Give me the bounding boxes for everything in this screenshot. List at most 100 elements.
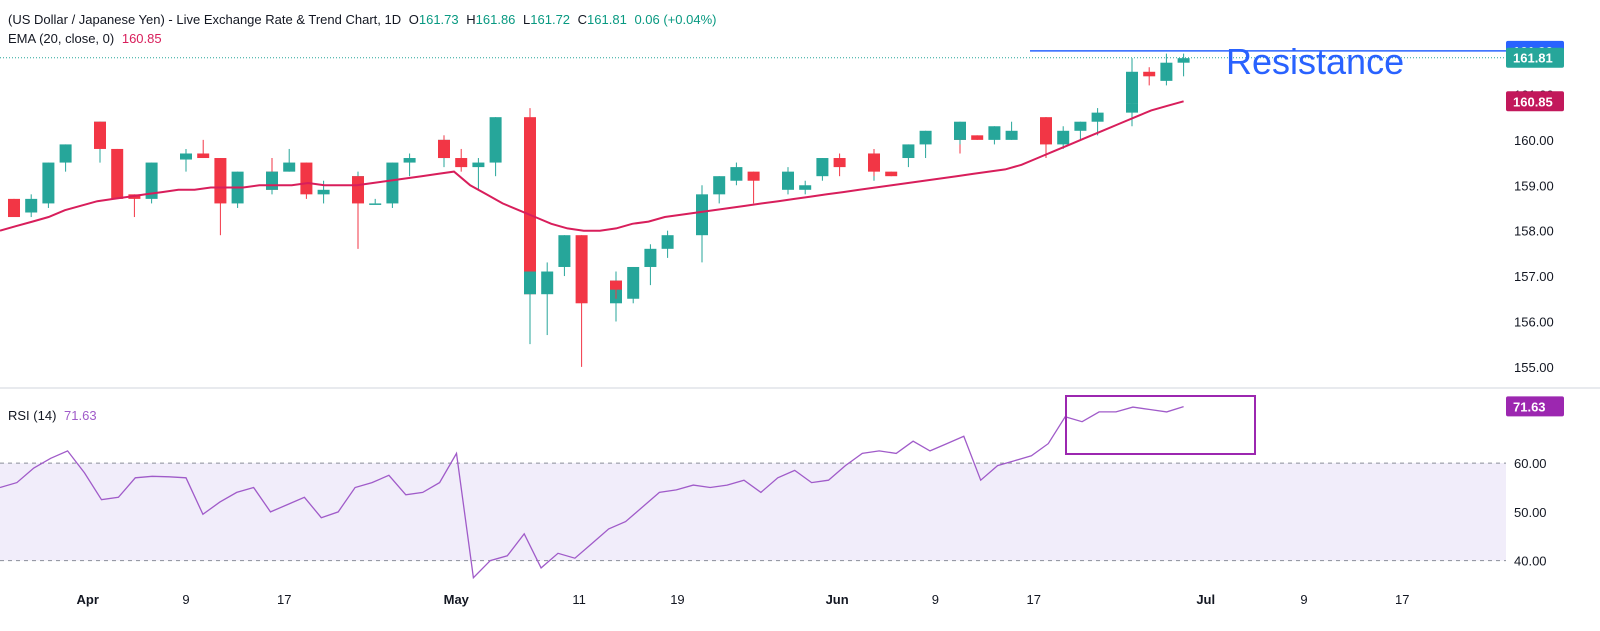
candle-body [266,171,278,190]
rsi-tick-label: 60.00 [1514,456,1547,471]
ema-value: 160.85 [121,31,162,46]
time-tick-label: 19 [670,592,684,607]
candle-body [575,235,588,304]
price-tick-label: 157.00 [1514,269,1554,284]
symbol-title: (US Dollar / Japanese Yen) - Live Exchan… [8,12,402,27]
candle-body [197,153,210,159]
candle-body [283,162,296,172]
high-value: 161.86 [475,12,516,27]
candle-body [954,121,966,140]
candle-body [1091,112,1104,122]
candle-body [1057,130,1070,145]
low-label: L [523,12,531,27]
candle-body [94,121,106,149]
candle-body [1143,71,1156,77]
price-tick-label: 160.00 [1514,133,1554,148]
candle-body [1126,71,1138,104]
candle-body [713,176,726,195]
rsi-highlight-box [1065,395,1256,455]
ema-label: EMA (20, close, 0) [8,31,115,46]
price-axis: 155.00156.00157.00158.00159.00160.00161.… [1514,87,1554,374]
candle-body [403,158,416,163]
candle-body [472,162,485,168]
candle-body [25,198,38,213]
candle-body [610,280,622,290]
candle-body [799,185,812,190]
candle-body [816,158,829,177]
last-price-tag-box [1506,47,1564,68]
time-tick-label: 17 [1026,592,1040,607]
candle-body [352,176,364,204]
candle-body [833,158,846,168]
price-legend: (US Dollar / Japanese Yen) - Live Exchan… [8,12,720,27]
rsi-tick-label: 50.00 [1514,505,1547,520]
time-tick-label: 17 [1395,592,1409,607]
candle-body [145,162,158,199]
candle-body [661,235,674,249]
time-tick-label: 9 [1300,592,1307,607]
candle-body [627,266,640,299]
candle-body [868,153,880,172]
close-label: C [577,12,588,27]
price-tick-label: 158.00 [1514,224,1554,239]
rsi-tick-label: 40.00 [1514,554,1547,569]
candle-body [644,248,657,267]
change-value: 0.06 (+0.04%) [634,12,717,27]
price-tick-label: 159.00 [1514,178,1554,193]
candle-body [300,162,313,195]
candle-body [885,171,898,177]
ema-tag-box [1506,91,1564,112]
rsi-value: 71.63 [64,408,97,423]
candle-body [1177,58,1190,63]
candle-body [1040,117,1052,145]
time-tick-label: Jul [1196,592,1215,607]
ema-legend: EMA (20, close, 0) 160.85 [8,31,166,46]
ema-tag-text: 160.85 [1513,94,1553,109]
candle-body [782,171,794,190]
candle-body [1074,121,1087,131]
low-value: 161.72 [530,12,571,27]
candle-body [524,271,536,295]
open-value: 161.73 [418,12,459,27]
time-tick-label: 9 [932,592,939,607]
time-tick-label: Apr [77,592,99,607]
candle-body [902,144,915,159]
rsi-line [0,405,1184,580]
candle-body [747,171,760,181]
high-label: H [466,12,476,27]
candle-body [386,162,399,204]
time-tick-label: Jun [826,592,849,607]
rsi-tag-text: 71.63 [1513,399,1546,414]
time-axis: Apr 9 17 May 11 19 Jun 9 17 Jul 9 17 [77,592,1410,607]
time-tick-label: May [444,592,470,607]
rsi-legend: RSI (14) 71.63 [8,408,101,423]
candle-body [111,148,124,199]
candle-body [696,212,708,236]
close-value: 161.81 [587,12,627,27]
time-tick-label: 9 [182,592,189,607]
candle-body [59,144,72,163]
candle-body [730,167,743,181]
resistance-label: Resistance [1226,41,1404,82]
last-price-tag-text: 161.81 [1513,51,1553,66]
candle-body [558,235,571,267]
ema-line [0,100,1184,232]
candle-body [438,139,450,159]
rsi-band [0,463,1506,561]
candle-body [317,189,330,195]
candle-body [696,194,708,213]
candle-body [971,135,984,140]
candle-body [489,117,502,163]
candle-body [541,271,554,295]
rsi-pane: 40.00 50.00 60.00 [0,395,1547,580]
candle-body [1160,62,1173,81]
candle-body [1005,130,1018,140]
candle-body [42,162,55,204]
candles-layer [0,53,1506,367]
candle-body [919,130,932,145]
candle-body [524,117,536,295]
open-label: O [408,12,419,27]
candle-body [180,153,192,159]
